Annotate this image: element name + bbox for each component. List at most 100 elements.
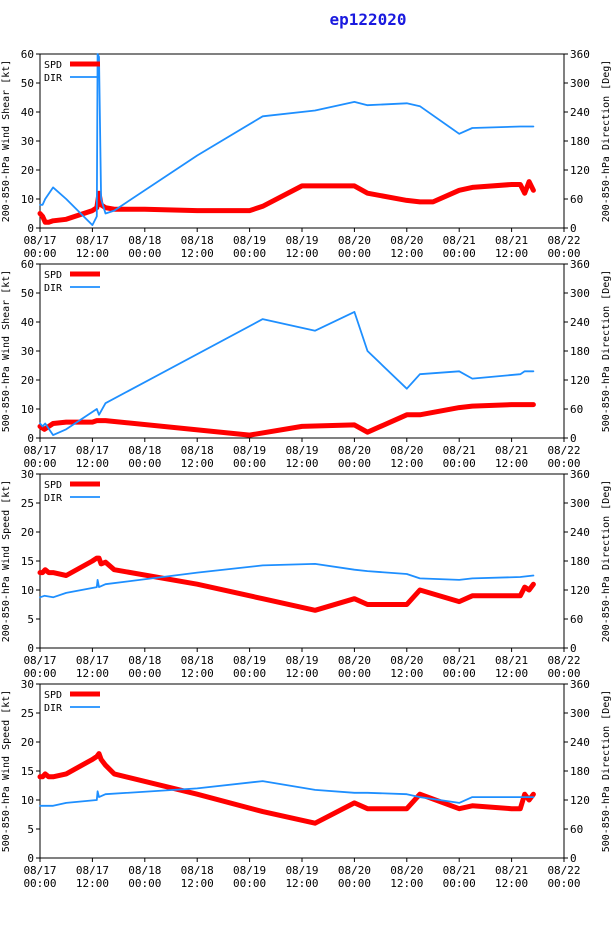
y2-tick-label: 300 [570, 287, 590, 300]
y2-tick-label: 0 [570, 222, 577, 235]
y-tick-label: 20 [21, 736, 34, 749]
x-tick-time: 00:00 [443, 667, 476, 680]
x-tick-time: 00:00 [128, 247, 161, 260]
x-tick-time: 12:00 [390, 877, 423, 890]
chart-panel-2: 010203040506006012018024030036008/1700:0… [1, 258, 612, 470]
x-tick-time: 12:00 [390, 457, 423, 470]
legend-label-spd: SPD [44, 480, 62, 491]
y-tick-label: 10 [21, 403, 34, 416]
x-tick-date: 08/18 [128, 654, 161, 667]
y-tick-label: 0 [27, 222, 34, 235]
chart-panel-3: 05101520253006012018024030036008/1700:00… [1, 468, 612, 680]
y-axis-label: 200-850-hPa Wind Speed [kt] [1, 480, 12, 643]
x-tick-date: 08/18 [181, 864, 214, 877]
y-tick-label: 5 [27, 613, 34, 626]
x-tick-date: 08/18 [128, 234, 161, 247]
x-tick-time: 12:00 [76, 247, 109, 260]
x-tick-time: 00:00 [443, 247, 476, 260]
x-tick-time: 12:00 [495, 877, 528, 890]
y-axis-label: 500-850-hPa Wind Speed [kt] [1, 690, 12, 853]
plot-frame [39, 683, 565, 859]
plot-frame [39, 473, 565, 649]
x-tick-time: 00:00 [338, 667, 371, 680]
x-tick-time: 00:00 [338, 457, 371, 470]
y2-tick-label: 360 [570, 48, 590, 61]
x-tick-date: 08/20 [390, 654, 423, 667]
y2-tick-label: 360 [570, 678, 590, 691]
spd-series-line [37, 402, 536, 438]
y-tick-label: 15 [21, 555, 34, 568]
y-tick-label: 30 [21, 678, 34, 691]
dir-series-line [39, 53, 535, 227]
x-tick-time: 00:00 [547, 877, 580, 890]
chart-panel-4: 05101520253006012018024030036008/1700:00… [1, 678, 612, 890]
legend-label-spd: SPD [44, 690, 62, 701]
y-axis-label: 500-850-hPa Wind Shear [kt] [1, 270, 12, 433]
x-tick-time: 00:00 [443, 457, 476, 470]
x-tick-date: 08/20 [390, 234, 423, 247]
x-tick-time: 00:00 [128, 877, 161, 890]
x-tick-date: 08/22 [547, 234, 580, 247]
x-tick-time: 00:00 [23, 247, 56, 260]
x-tick-date: 08/19 [285, 864, 318, 877]
x-tick-time: 12:00 [181, 457, 214, 470]
x-tick-date: 08/17 [76, 864, 109, 877]
x-tick-time: 12:00 [181, 877, 214, 890]
y-tick-label: 25 [21, 497, 34, 510]
dir-series-line [39, 563, 535, 599]
x-tick-date: 08/17 [76, 234, 109, 247]
x-tick-date: 08/21 [495, 444, 528, 457]
x-tick-time: 00:00 [23, 877, 56, 890]
y-axis-label: 200-850-hPa Wind Shear [kt] [1, 60, 12, 223]
y-tick-label: 25 [21, 707, 34, 720]
x-tick-date: 08/19 [233, 444, 266, 457]
y2-tick-label: 300 [570, 497, 590, 510]
y2-axis-label: 200-850-hPa Direction [Deg] [601, 480, 612, 643]
y-tick-label: 20 [21, 164, 34, 177]
legend-label-spd: SPD [44, 270, 62, 281]
page-title: ep122020 [329, 10, 406, 29]
y2-tick-label: 120 [570, 164, 590, 177]
y-tick-label: 10 [21, 794, 34, 807]
x-tick-date: 08/17 [23, 654, 56, 667]
y-tick-label: 0 [27, 852, 34, 865]
x-tick-time: 12:00 [181, 247, 214, 260]
x-tick-time: 00:00 [23, 667, 56, 680]
x-tick-date: 08/17 [76, 654, 109, 667]
y-tick-label: 60 [21, 48, 34, 61]
x-tick-time: 12:00 [390, 247, 423, 260]
x-tick-time: 00:00 [128, 667, 161, 680]
x-tick-time: 12:00 [76, 877, 109, 890]
x-tick-time: 12:00 [285, 877, 318, 890]
x-tick-date: 08/19 [233, 864, 266, 877]
x-tick-time: 12:00 [495, 457, 528, 470]
x-tick-date: 08/17 [23, 234, 56, 247]
x-tick-time: 12:00 [285, 247, 318, 260]
y-tick-label: 30 [21, 468, 34, 481]
chart-panel-1: 010203040506006012018024030036008/1700:0… [1, 48, 612, 260]
spd-series-line [37, 555, 536, 613]
x-tick-date: 08/18 [128, 444, 161, 457]
x-tick-date: 08/18 [181, 444, 214, 457]
x-tick-date: 08/18 [128, 864, 161, 877]
x-tick-date: 08/22 [547, 864, 580, 877]
x-tick-time: 00:00 [547, 667, 580, 680]
y-tick-label: 15 [21, 765, 34, 778]
y-tick-label: 50 [21, 77, 34, 90]
x-tick-date: 08/17 [23, 864, 56, 877]
y2-tick-label: 300 [570, 707, 590, 720]
x-tick-date: 08/21 [443, 864, 476, 877]
y2-axis-label: 500-850-hPa Direction [Deg] [601, 270, 612, 433]
x-tick-time: 12:00 [285, 457, 318, 470]
spd-series-line [37, 179, 536, 225]
x-tick-date: 08/19 [285, 444, 318, 457]
y2-tick-label: 120 [570, 374, 590, 387]
x-tick-time: 00:00 [547, 247, 580, 260]
y2-axis-label: 200-850-hPa Direction [Deg] [601, 60, 612, 223]
x-tick-date: 08/21 [495, 654, 528, 667]
y2-tick-label: 180 [570, 555, 590, 568]
y2-tick-label: 240 [570, 526, 590, 539]
x-tick-time: 00:00 [233, 877, 266, 890]
x-tick-time: 12:00 [181, 667, 214, 680]
